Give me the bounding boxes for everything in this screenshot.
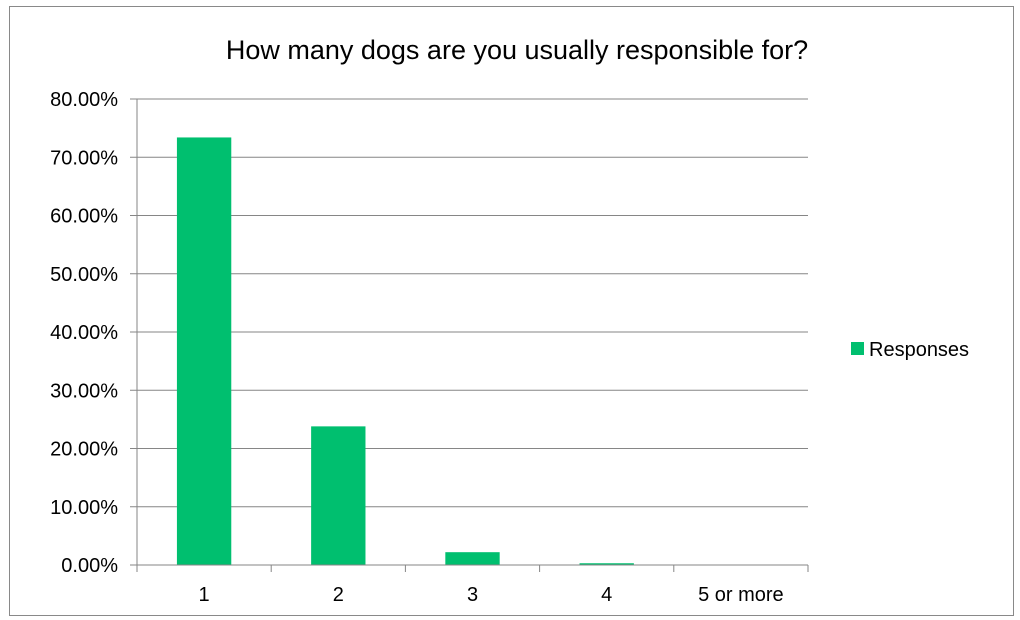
gridlines xyxy=(130,98,808,566)
bar-3 xyxy=(445,552,500,565)
y-tick-label: 80.00% xyxy=(50,89,118,111)
x-tick-label: 1 xyxy=(199,584,210,606)
y-tick-label: 60.00% xyxy=(50,206,118,228)
bars xyxy=(176,137,634,565)
x-tick-label: 5 or more xyxy=(698,584,784,606)
y-tick-label: 30.00% xyxy=(50,380,118,402)
bar-4 xyxy=(579,563,634,565)
y-tick-label: 0.00% xyxy=(61,555,118,577)
y-tick-label: 20.00% xyxy=(50,439,118,461)
y-tick-label: 40.00% xyxy=(50,322,118,344)
x-tick-label: 4 xyxy=(601,584,612,606)
x-tick-label: 2 xyxy=(333,584,344,606)
y-tick-label: 70.00% xyxy=(50,147,118,169)
x-tick-label: 3 xyxy=(467,584,478,606)
bar-2 xyxy=(311,426,366,565)
y-tick-label: 10.00% xyxy=(50,497,118,519)
chart-frame xyxy=(9,6,1014,616)
chart-title: How many dogs are you usually responsibl… xyxy=(226,35,808,65)
y-axis-ticks: 0.00% 10.00% 20.00% 30.00% 40.00% 50.00% 60.00… xyxy=(50,89,118,577)
x-axis: 1 2 3 4 5 or more xyxy=(136,99,809,606)
legend: Responses xyxy=(851,339,969,361)
legend-swatch-responses xyxy=(851,342,864,355)
y-tick-label: 50.00% xyxy=(50,264,118,286)
legend-label-responses: Responses xyxy=(869,339,969,361)
bar-1 xyxy=(176,137,232,565)
